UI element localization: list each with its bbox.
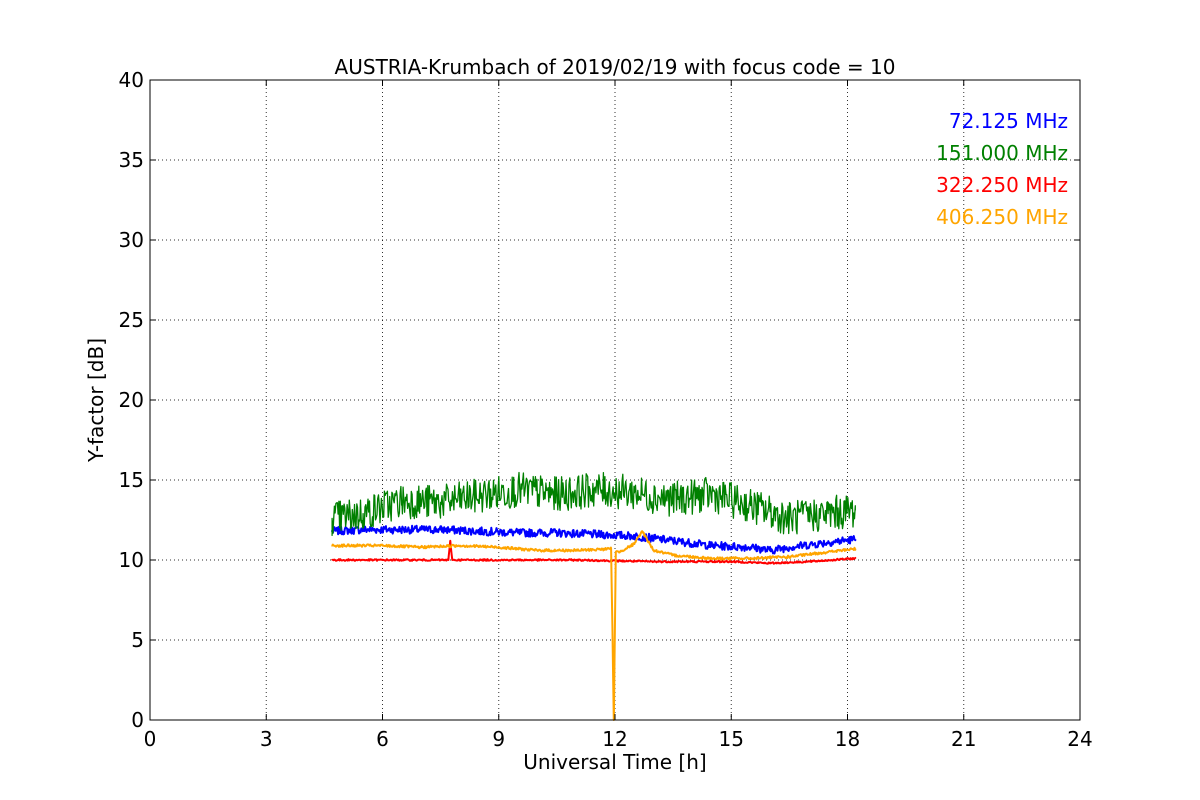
y-tick-label: 30 xyxy=(119,228,144,252)
axis-ticks: 0 3 6 9 12 15 18 21 24 0 5 10 15 20 25 30 35 40 xyxy=(119,68,1093,751)
y-tick-label: 10 xyxy=(119,548,144,572)
series-line-151-000-mhz xyxy=(331,471,856,536)
series-line-322-250-mhz xyxy=(331,539,857,565)
y-tick-label: 5 xyxy=(131,628,144,652)
x-axis-label: Universal Time [h] xyxy=(523,750,706,774)
chart-title: AUSTRIA-Krumbach of 2019/02/19 with focu… xyxy=(335,55,896,79)
plot-series xyxy=(331,471,857,721)
x-tick-label: 15 xyxy=(719,727,744,751)
legend: 72.125 MHz 151.000 MHz 322.250 MHz 406.250 … xyxy=(936,109,1068,229)
y-tick-label: 25 xyxy=(119,308,144,332)
y-tick-label: 35 xyxy=(119,148,144,172)
x-tick-label: 9 xyxy=(492,727,505,751)
legend-entry: 151.000 MHz xyxy=(936,141,1068,165)
y-tick-label: 20 xyxy=(119,388,144,412)
x-tick-label: 0 xyxy=(144,727,157,751)
x-tick-label: 12 xyxy=(602,727,627,751)
y-tick-label: 0 xyxy=(131,708,144,732)
legend-entry: 322.250 MHz xyxy=(936,173,1068,197)
y-axis-label: Y-factor [dB] xyxy=(84,338,108,463)
y-tick-label: 15 xyxy=(119,468,144,492)
x-tick-label: 18 xyxy=(835,727,860,751)
x-tick-label: 21 xyxy=(951,727,976,751)
legend-entry: 72.125 MHz xyxy=(949,109,1068,133)
x-tick-label: 6 xyxy=(376,727,389,751)
x-tick-label: 24 xyxy=(1067,727,1092,751)
y-tick-label: 40 xyxy=(119,68,144,92)
series-line-72-125-mhz xyxy=(331,524,857,555)
legend-entry: 406.250 MHz xyxy=(936,205,1068,229)
x-tick-label: 3 xyxy=(260,727,273,751)
series-line-406-250-mhz xyxy=(331,530,857,721)
